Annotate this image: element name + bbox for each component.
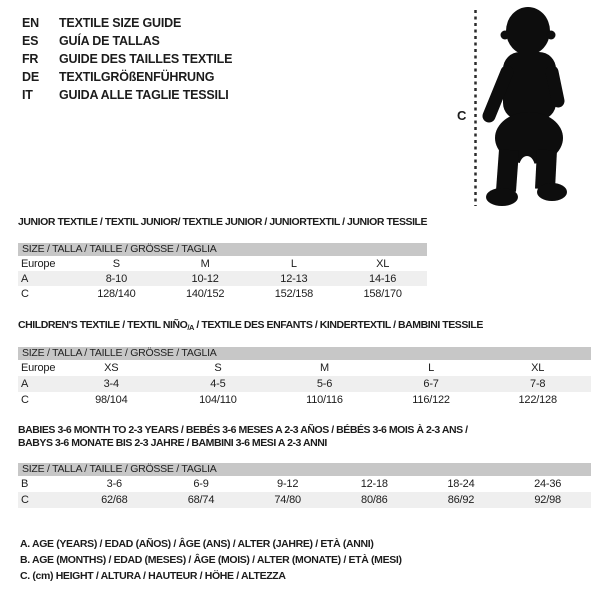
size-value-cell: 86/92 bbox=[447, 494, 475, 506]
title-text: CHILDREN'S TEXTILE / TEXTIL NIÑO bbox=[18, 319, 188, 331]
crotch-notch bbox=[519, 156, 535, 180]
size-header-row: SIZE / TALLA / TAILLE / GRÖSSE / TAGLIA bbox=[18, 463, 591, 476]
size-value-cell: M bbox=[200, 257, 210, 270]
baby-legs bbox=[486, 149, 567, 206]
childrens-textile-table: SIZE / TALLA / TAILLE / GRÖSSE / TAGLIA … bbox=[18, 347, 591, 408]
language-row: ES GUÍA DE TALLAS bbox=[22, 32, 232, 50]
language-code: DE bbox=[22, 70, 39, 84]
table-row: A 3-4 4-5 5-6 6-7 7-8 bbox=[18, 376, 591, 392]
table-row: C 128/140 140/152 152/158 158/170 bbox=[18, 286, 427, 301]
language-title: GUIDE DES TAILLES TEXTILE bbox=[59, 52, 233, 66]
footnotes: A. AGE (YEARS) / EDAD (AÑOS) / ÂGE (ANS)… bbox=[20, 536, 402, 584]
footnote-a: A. AGE (YEARS) / EDAD (AÑOS) / ÂGE (ANS)… bbox=[20, 538, 374, 550]
language-title: TEXTILE SIZE GUIDE bbox=[59, 16, 182, 30]
language-title: GUÍA DE TALLAS bbox=[59, 34, 160, 48]
language-code: ES bbox=[22, 34, 39, 48]
babies-textile-title: BABIES 3-6 MONTH TO 2-3 YEARS / BEBÉS 3-… bbox=[18, 424, 468, 450]
title-line-2: BABYS 3-6 MONATE BIS 2-3 JAHRE / BAMBINI… bbox=[18, 437, 327, 449]
size-value-cell: 140/152 bbox=[185, 287, 225, 300]
language-code: EN bbox=[22, 16, 39, 30]
language-title: TEXTILGRÖßENFÜHRUNG bbox=[59, 70, 215, 84]
row-label-cell: Europe bbox=[21, 362, 56, 374]
size-value-cell: XL bbox=[531, 362, 545, 374]
size-value-cell: 80/86 bbox=[361, 494, 388, 506]
junior-textile-table: SIZE / TALLA / TAILLE / GRÖSSE / TAGLIA … bbox=[18, 243, 427, 301]
size-value-cell: 14-16 bbox=[369, 272, 397, 285]
table-row: B 3-6 6-9 9-12 12-18 18-24 24-36 bbox=[18, 476, 591, 492]
size-value-cell: 104/110 bbox=[199, 394, 237, 406]
baby-silhouette-icon: C bbox=[457, 7, 567, 206]
size-header-bar: SIZE / TALLA / TAILLE / GRÖSSE / TAGLIA bbox=[18, 243, 427, 256]
language-title-list: EN TEXTILE SIZE GUIDE ES GUÍA DE TALLAS … bbox=[22, 14, 232, 104]
size-value-cell: 12-13 bbox=[280, 272, 308, 285]
junior-textile-title: JUNIOR TEXTILE / TEXTIL JUNIOR/ TEXTILE … bbox=[18, 216, 428, 228]
size-value-cell: 128/140 bbox=[97, 287, 136, 300]
language-row: FR GUIDE DES TAILLES TEXTILE bbox=[22, 50, 232, 68]
childrens-textile-title: CHILDREN'S TEXTILE / TEXTIL NIÑO/A / TEX… bbox=[18, 319, 483, 332]
babies-textile-table: SIZE / TALLA / TAILLE / GRÖSSE / TAGLIA … bbox=[18, 463, 591, 508]
height-line-label: C bbox=[457, 108, 467, 123]
size-value-cell: 116/122 bbox=[412, 394, 450, 406]
size-value-cell: 5-6 bbox=[316, 378, 333, 390]
table-row: Europe S M L XL bbox=[18, 256, 427, 271]
size-value-cell: 10-12 bbox=[191, 272, 219, 285]
size-value-cell: 8-10 bbox=[105, 272, 127, 285]
size-value-cell: 24-36 bbox=[534, 478, 562, 490]
size-value-cell: 18-24 bbox=[447, 478, 475, 490]
size-header-row: SIZE / TALLA / TAILLE / GRÖSSE / TAGLIA bbox=[18, 347, 591, 360]
row-label-cell: C bbox=[21, 494, 29, 506]
size-value-cell: 110/116 bbox=[306, 394, 343, 406]
language-row: EN TEXTILE SIZE GUIDE bbox=[22, 14, 232, 32]
footnote-b: B. AGE (MONTHS) / EDAD (MESES) / ÂGE (MO… bbox=[20, 554, 402, 566]
size-value-cell: 62/68 bbox=[101, 494, 128, 506]
title-subscript: /A bbox=[187, 323, 194, 332]
size-value-cell: 74/80 bbox=[274, 494, 301, 506]
size-value-cell: 98/104 bbox=[95, 394, 128, 406]
size-value-cell: 9-12 bbox=[277, 478, 299, 490]
row-label-cell: B bbox=[21, 478, 29, 490]
footnote-c: C. (cm) HEIGHT / ALTURA / HAUTEUR / HÖHE… bbox=[20, 570, 286, 582]
size-value-cell: L bbox=[428, 362, 435, 374]
size-value-cell: 6-9 bbox=[193, 478, 209, 490]
size-value-cell: M bbox=[320, 362, 329, 374]
size-value-cell: XL bbox=[376, 257, 390, 270]
size-value-cell: 6-7 bbox=[423, 378, 439, 390]
language-row: DE TEXTILGRÖßENFÜHRUNG bbox=[22, 68, 232, 86]
row-label-cell: C bbox=[21, 287, 29, 300]
size-value-cell: S bbox=[112, 257, 120, 270]
table-row: C 62/68 68/74 74/80 80/86 86/92 92/98 bbox=[18, 492, 591, 508]
size-value-cell: 4-5 bbox=[210, 378, 226, 390]
language-row: IT GUIDA ALLE TAGLIE TESSILI bbox=[22, 86, 232, 104]
row-label-cell: Europe bbox=[21, 257, 56, 270]
title-line-1: BABIES 3-6 MONTH TO 2-3 YEARS / BEBÉS 3-… bbox=[18, 424, 468, 436]
size-value-cell: L bbox=[290, 257, 297, 270]
row-label-cell: A bbox=[21, 378, 29, 390]
size-value-cell: 152/158 bbox=[274, 287, 314, 300]
size-value-cell: 68/74 bbox=[187, 494, 215, 506]
title-text: / TEXTILE DES ENFANTS / KINDERTEXTIL / B… bbox=[193, 319, 483, 331]
size-header-bar: SIZE / TALLA / TAILLE / GRÖSSE / TAGLIA bbox=[18, 463, 591, 476]
row-label-cell: A bbox=[21, 272, 29, 285]
size-value-cell: S bbox=[214, 362, 222, 374]
language-title: GUIDA ALLE TAGLIE TESSILI bbox=[59, 88, 229, 102]
table-row: C 98/104 104/110 110/116 116/122 122/128 bbox=[18, 392, 591, 408]
row-label-cell: C bbox=[21, 394, 29, 406]
size-header-row: SIZE / TALLA / TAILLE / GRÖSSE / TAGLIA bbox=[18, 243, 427, 256]
language-code: IT bbox=[22, 88, 33, 102]
language-code: FR bbox=[22, 52, 39, 66]
size-value-cell: 92/98 bbox=[534, 494, 561, 506]
size-header-bar: SIZE / TALLA / TAILLE / GRÖSSE / TAGLIA bbox=[18, 347, 591, 360]
table-row: Europe XS S M L XL bbox=[18, 360, 591, 376]
size-value-cell: 7-8 bbox=[530, 378, 546, 390]
baby-silhouette-shape bbox=[482, 7, 565, 164]
size-value-cell: 12-18 bbox=[360, 478, 388, 490]
size-value-cell: XS bbox=[104, 362, 119, 374]
size-value-cell: 158/170 bbox=[363, 287, 402, 300]
size-value-cell: 3-6 bbox=[106, 478, 123, 490]
size-value-cell: 3-4 bbox=[103, 378, 120, 390]
size-value-cell: 122/128 bbox=[518, 394, 558, 406]
table-row: A 8-10 10-12 12-13 14-16 bbox=[18, 271, 427, 286]
